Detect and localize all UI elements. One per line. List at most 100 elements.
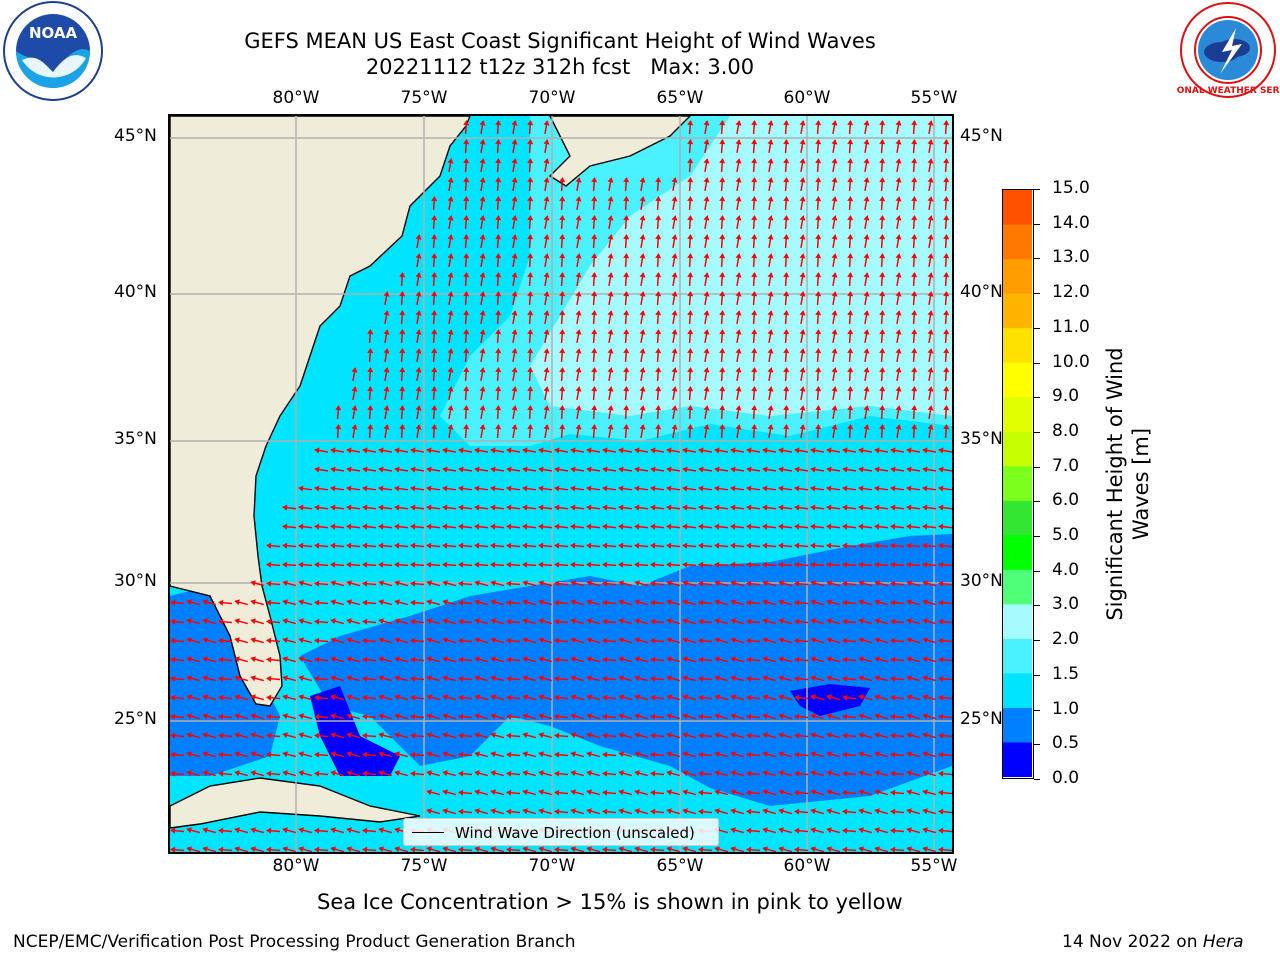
colorbar-swatch (1003, 466, 1032, 502)
wind-wave-arrow (298, 599, 312, 606)
wind-wave-arrow (783, 272, 790, 287)
noaa-logo-text: NOAA (29, 24, 78, 42)
wind-wave-arrow (426, 656, 440, 663)
org-credit: NCEP/EMC/Verification Post Processing Pr… (13, 932, 576, 952)
wind-wave-arrow (410, 694, 425, 701)
wind-wave-arrow (346, 637, 360, 644)
wind-wave-arrow (666, 694, 680, 701)
wind-wave-arrow (911, 329, 918, 344)
wind-wave-arrow (746, 485, 761, 492)
wind-wave-arrow (426, 466, 441, 473)
wind-wave-arrow (767, 405, 774, 420)
wind-wave-arrow (799, 253, 806, 268)
wind-wave-arrow (730, 561, 745, 568)
wind-wave-arrow (554, 732, 569, 739)
wind-wave-arrow (490, 485, 505, 492)
wind-wave-arrow (863, 367, 870, 382)
wind-wave-arrow (762, 675, 776, 682)
wind-wave-arrow (698, 637, 713, 644)
wind-wave-arrow (874, 789, 888, 796)
wind-wave-arrow (250, 732, 264, 739)
wind-wave-arrow (298, 523, 313, 530)
wind-wave-arrow (495, 291, 502, 306)
wind-wave-arrow (426, 485, 441, 492)
wind-wave-arrow (687, 329, 694, 344)
wind-wave-arrow (687, 215, 694, 230)
wind-wave-arrow (607, 253, 614, 268)
wind-wave-arrow (490, 504, 505, 511)
wind-wave-arrow (298, 846, 312, 852)
wind-wave-arrow (618, 846, 632, 852)
wind-wave-arrow (623, 215, 630, 230)
wind-wave-arrow (426, 580, 440, 587)
wind-wave-arrow (687, 234, 694, 249)
wind-wave-arrow (234, 637, 248, 644)
wind-wave-arrow (714, 789, 728, 796)
wind-wave-arrow (719, 310, 726, 325)
wind-wave-arrow (911, 405, 918, 420)
wind-wave-arrow (666, 656, 680, 663)
wind-wave-arrow (650, 447, 665, 454)
wind-wave-arrow (682, 808, 696, 815)
wind-wave-arrow (378, 656, 392, 663)
wind-wave-arrow (282, 732, 296, 739)
wind-wave-arrow (746, 808, 761, 815)
wind-wave-arrow (943, 120, 950, 135)
wind-wave-arrow (346, 542, 361, 549)
wind-wave-arrow (639, 386, 646, 401)
wind-wave-arrow (762, 561, 777, 568)
wind-wave-arrow (383, 329, 390, 344)
wind-wave-arrow (719, 177, 726, 192)
wind-wave-arrow (234, 732, 248, 739)
wind-wave-arrow (426, 770, 440, 777)
colorbar-swatch (1003, 224, 1032, 260)
wind-wave-arrow (666, 485, 681, 492)
wind-wave-arrow (570, 675, 584, 682)
wind-wave-arrow (906, 485, 921, 492)
wind-wave-arrow (591, 424, 598, 439)
wind-wave-arrow (202, 694, 216, 701)
wind-wave-arrow (234, 846, 248, 852)
wind-wave-arrow (570, 770, 584, 777)
wind-wave-arrow (938, 637, 952, 644)
wind-wave-arrow (922, 618, 936, 625)
chart-title: GEFS MEAN US East Coast Significant Heig… (244, 29, 876, 53)
wind-wave-arrow (634, 751, 648, 758)
wind-wave-arrow (570, 789, 584, 796)
wind-wave-arrow (703, 272, 710, 287)
wind-wave-arrow (431, 329, 438, 344)
wind-wave-arrow (879, 234, 886, 249)
wind-wave-arrow (250, 580, 264, 587)
wind-wave-arrow (714, 751, 728, 758)
wind-wave-arrow (554, 694, 569, 701)
wind-wave-arrow (826, 618, 840, 625)
wind-wave-arrow (810, 770, 824, 777)
wind-wave-arrow (506, 637, 521, 644)
wind-wave-arrow (538, 713, 552, 720)
wind-wave-arrow (538, 561, 553, 568)
wind-wave-arrow (618, 523, 633, 530)
wind-wave-arrow (591, 215, 598, 230)
wind-wave-arrow (586, 504, 601, 511)
wind-wave-arrow (687, 253, 694, 268)
lon-label-bottom: 70°W (528, 856, 576, 876)
wind-wave-arrow (495, 139, 502, 154)
wind-wave-arrow (431, 215, 438, 230)
wind-wave-arrow (554, 599, 569, 606)
wind-wave-arrow (714, 561, 729, 568)
wind-wave-arrow (794, 485, 809, 492)
wind-wave-arrow (250, 827, 264, 834)
wind-wave-arrow (735, 272, 742, 287)
wind-wave-arrow (906, 504, 921, 511)
wind-wave-arrow (735, 196, 742, 211)
wind-wave-arrow (698, 580, 713, 587)
wind-wave-arrow (559, 367, 566, 382)
lat-label-left: 40°N (114, 282, 157, 302)
wind-wave-arrow (751, 329, 758, 344)
wind-wave-arrow (442, 789, 456, 796)
wind-wave-arrow (826, 751, 840, 758)
wind-wave-arrow (474, 504, 489, 511)
wind-wave-arrow (682, 466, 697, 473)
wind-wave-arrow (367, 348, 374, 363)
wind-wave-arrow (298, 504, 313, 511)
